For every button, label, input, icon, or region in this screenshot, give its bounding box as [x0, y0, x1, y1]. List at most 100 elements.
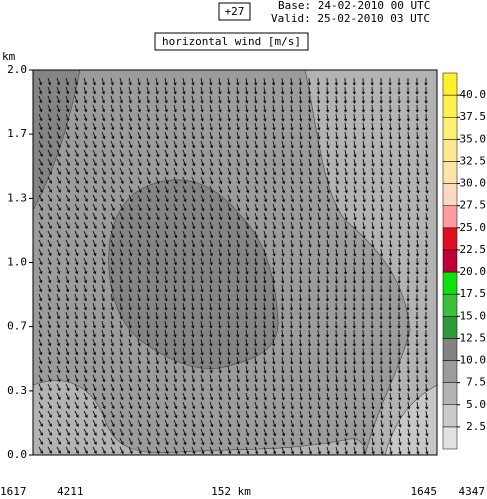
wind-arrow: [236, 158, 241, 167]
wind-arrow: [218, 95, 222, 104]
wind-arrow: [74, 86, 79, 95]
wind-arrow: [200, 149, 205, 158]
wind-arrow: [65, 194, 70, 202]
wind-arrow: [263, 266, 267, 275]
wind-arrow: [56, 338, 61, 347]
wind-arrow: [245, 266, 249, 275]
wind-arrow: [110, 392, 115, 401]
wind-arrow: [191, 365, 195, 374]
wind-arrow: [56, 275, 61, 284]
wind-arrow: [325, 356, 330, 365]
wind-arrow: [316, 104, 321, 113]
wind-arrow: [389, 212, 393, 221]
wind-arrow: [335, 248, 339, 257]
wind-arrow: [155, 104, 159, 113]
wind-arrow: [406, 347, 410, 356]
wind-arrow: [137, 266, 142, 275]
wind-arrow: [245, 302, 249, 311]
wind-arrow: [398, 446, 402, 455]
wind-arrow: [65, 122, 70, 131]
wind-arrow: [110, 293, 114, 302]
wind-arrow: [272, 140, 276, 149]
wind-arrow: [316, 347, 321, 356]
wind-arrow: [299, 149, 303, 158]
wind-arrow: [173, 302, 177, 311]
wind-arrow: [47, 257, 52, 266]
wind-arrow: [254, 428, 259, 437]
wind-arrow: [38, 446, 43, 454]
wind-arrow: [308, 131, 312, 140]
wind-arrow: [227, 131, 231, 140]
wind-arrow: [254, 203, 259, 212]
wind-arrow: [155, 176, 160, 185]
wind-arrow: [317, 203, 321, 212]
wind-arrow: [146, 392, 151, 401]
wind-arrow: [101, 212, 106, 221]
wind-arrow: [380, 419, 384, 428]
wind-arrow: [128, 149, 133, 158]
wind-arrow: [65, 86, 70, 95]
wind-arrow: [263, 221, 268, 230]
wind-arrow: [92, 212, 97, 221]
wind-arrow: [308, 176, 313, 185]
wind-arrow: [245, 131, 249, 140]
wind-arrow: [299, 374, 303, 383]
wind-arrow: [182, 446, 187, 455]
wind-arrow: [245, 203, 250, 212]
wind-arrow: [173, 239, 178, 248]
wind-arrow: [164, 248, 169, 257]
wind-arrow: [317, 185, 321, 194]
wind-arrow: [110, 446, 115, 455]
wind-arrow: [361, 86, 365, 95]
colorbar-label: 20.0: [460, 265, 487, 278]
wind-arrow: [182, 284, 186, 293]
wind-arrow: [83, 239, 88, 248]
wind-arrow: [290, 203, 295, 212]
wind-arrow: [146, 77, 150, 86]
wind-arrow: [200, 266, 204, 275]
wind-arrow: [227, 410, 232, 419]
wind-arrow: [281, 347, 285, 356]
wind-arrow: [379, 311, 383, 320]
wind-arrow: [308, 248, 312, 257]
wind-arrow: [254, 140, 258, 149]
wind-arrow: [370, 122, 375, 131]
wind-arrow: [56, 293, 61, 302]
wind-arrow: [83, 383, 88, 392]
wind-arrow: [65, 149, 70, 158]
wind-arrow: [56, 320, 61, 329]
wind-arrow: [92, 257, 97, 266]
wind-arrow: [227, 284, 231, 293]
wind-arrow: [326, 194, 330, 203]
wind-arrow: [326, 239, 330, 248]
wind-arrow: [155, 329, 159, 338]
wind-arrow: [218, 140, 223, 149]
wind-arrow: [415, 284, 419, 293]
wind-arrow: [65, 374, 70, 383]
wind-arrow: [262, 302, 267, 311]
wind-arrow: [353, 248, 357, 257]
wind-arrow: [164, 131, 169, 140]
wind-arrow: [371, 212, 375, 221]
wind-arrow: [101, 113, 106, 122]
wind-arrow: [65, 275, 70, 284]
wind-arrow: [173, 86, 177, 95]
wind-arrow: [370, 275, 375, 284]
wind-arrow: [272, 194, 277, 203]
wind-arrow: [353, 437, 357, 446]
wind-arrow: [65, 167, 70, 175]
wind-arrow: [137, 284, 141, 293]
base-time: Base: 24-02-2010 00 UTC: [278, 0, 430, 12]
wind-arrow: [388, 347, 392, 356]
wind-arrow: [74, 365, 79, 374]
wind-arrow: [236, 131, 240, 140]
wind-arrow: [254, 113, 258, 122]
wind-arrow: [245, 320, 249, 329]
wind-arrow: [407, 203, 411, 212]
wind-arrow: [227, 401, 232, 410]
wind-arrow: [245, 194, 250, 203]
wind-arrow: [299, 176, 304, 185]
wind-arrow: [344, 122, 348, 131]
wind-arrow: [361, 374, 366, 383]
wind-arrow: [326, 131, 330, 140]
